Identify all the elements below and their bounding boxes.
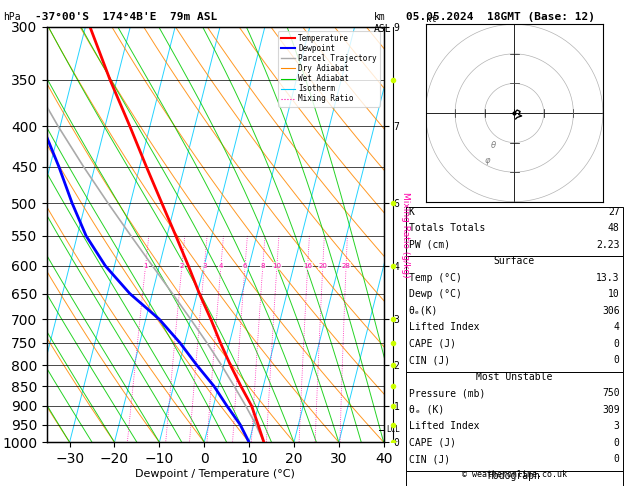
Text: 27: 27 (608, 207, 620, 217)
Text: 2.23: 2.23 (596, 240, 620, 250)
Legend: Temperature, Dewpoint, Parcel Trajectory, Dry Adiabat, Wet Adiabat, Isotherm, Mi: Temperature, Dewpoint, Parcel Trajectory… (278, 31, 380, 106)
Text: Surface: Surface (494, 256, 535, 266)
Text: 0: 0 (614, 454, 620, 465)
Text: Most Unstable: Most Unstable (476, 372, 552, 382)
X-axis label: Dewpoint / Temperature (°C): Dewpoint / Temperature (°C) (135, 469, 296, 479)
Text: θ: θ (491, 141, 496, 151)
Text: CIN (J): CIN (J) (409, 355, 450, 365)
Text: θₑ (K): θₑ (K) (409, 405, 444, 415)
Text: 8: 8 (260, 263, 265, 269)
Text: 10: 10 (608, 289, 620, 299)
Text: © weatheronline.co.uk: © weatheronline.co.uk (462, 469, 567, 479)
Text: Hodograph: Hodograph (487, 471, 541, 481)
Text: 16: 16 (303, 263, 312, 269)
Text: 48: 48 (608, 223, 620, 233)
Text: φ: φ (484, 156, 490, 165)
Text: 1: 1 (143, 263, 148, 269)
Text: 0: 0 (614, 355, 620, 365)
Text: kt: kt (425, 15, 437, 23)
Text: 28: 28 (342, 263, 350, 269)
Text: 05.05.2024  18GMT (Base: 12): 05.05.2024 18GMT (Base: 12) (406, 12, 594, 22)
Text: Pressure (mb): Pressure (mb) (409, 388, 485, 399)
Text: 0: 0 (614, 339, 620, 349)
Text: PW (cm): PW (cm) (409, 240, 450, 250)
Text: 3: 3 (202, 263, 207, 269)
Text: hPa: hPa (3, 12, 21, 22)
Text: Totals Totals: Totals Totals (409, 223, 485, 233)
Y-axis label: Mixing Ratio (g/kg): Mixing Ratio (g/kg) (401, 191, 410, 278)
Text: 309: 309 (602, 405, 620, 415)
Text: 306: 306 (602, 306, 620, 316)
Text: 13.3: 13.3 (596, 273, 620, 283)
Text: CAPE (J): CAPE (J) (409, 339, 456, 349)
Text: 6: 6 (243, 263, 247, 269)
Text: 10: 10 (272, 263, 281, 269)
Text: 4: 4 (614, 322, 620, 332)
Text: Temp (°C): Temp (°C) (409, 273, 462, 283)
Text: CAPE (J): CAPE (J) (409, 438, 456, 448)
Text: 4: 4 (219, 263, 223, 269)
Text: 0: 0 (614, 438, 620, 448)
Text: Lifted Index: Lifted Index (409, 421, 479, 432)
Text: km
ASL: km ASL (374, 12, 392, 34)
Text: θₑ(K): θₑ(K) (409, 306, 438, 316)
Text: K: K (409, 207, 415, 217)
Text: 20: 20 (318, 263, 327, 269)
Text: 2: 2 (180, 263, 184, 269)
Text: Dewp (°C): Dewp (°C) (409, 289, 462, 299)
Text: LCL: LCL (386, 425, 400, 434)
Text: -37°00'S  174°4B'E  79m ASL: -37°00'S 174°4B'E 79m ASL (35, 12, 217, 22)
Text: 750: 750 (602, 388, 620, 399)
Text: CIN (J): CIN (J) (409, 454, 450, 465)
Text: Lifted Index: Lifted Index (409, 322, 479, 332)
Text: 3: 3 (614, 421, 620, 432)
